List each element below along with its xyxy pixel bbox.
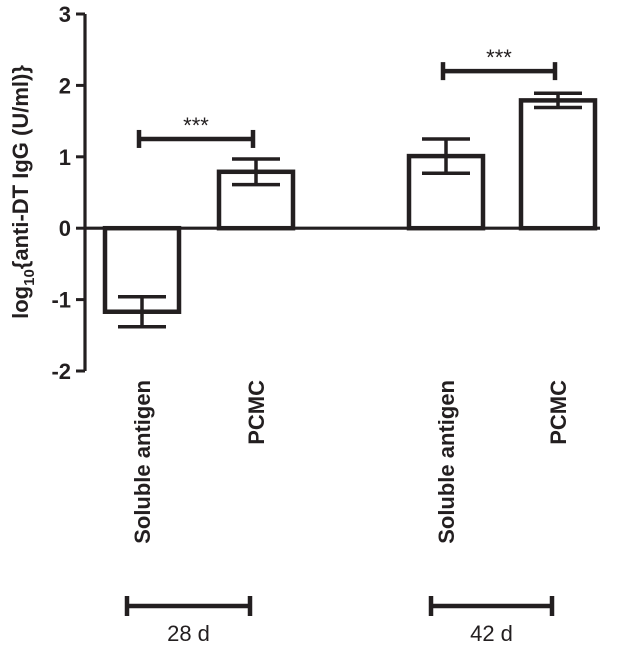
group-brackets: 28 d 42 d (124, 596, 555, 646)
y-ticks: -2 -1 0 1 2 3 (51, 2, 85, 384)
category-label-3: PCMC (546, 380, 571, 445)
category-label-1: PCMC (244, 380, 269, 445)
significance-brackets: *** *** (136, 45, 558, 148)
category-label-0: Soluble antigen (130, 380, 155, 544)
bars (102, 98, 598, 314)
error-bars (118, 91, 582, 329)
sig-label-1: *** (486, 45, 512, 70)
y-tick-label-5: 3 (59, 2, 71, 27)
y-axis-label: log10{anti-DT IgG (U/ml)} (8, 65, 38, 319)
group-label-1: 42 d (470, 621, 513, 646)
y-tick-label-3: 1 (59, 145, 71, 170)
category-labels: Soluble antigen PCMC Soluble antigen PCMC (130, 380, 571, 544)
bar-3 (518, 98, 598, 231)
group-label-0: 28 d (167, 621, 210, 646)
sig-label-0: *** (183, 113, 209, 138)
y-tick-label-4: 2 (59, 73, 71, 98)
y-tick-label-0: -2 (51, 359, 71, 384)
y-tick-label-2: 0 (59, 216, 71, 241)
y-axis-label-subscript: 10 (21, 269, 38, 286)
category-label-2: Soluble antigen (434, 380, 459, 544)
y-tick-label-1: -1 (51, 288, 71, 313)
y-axis-label-rest: {anti-DT IgG (U/ml)} (8, 65, 33, 270)
y-axis-label-main: log (8, 286, 33, 319)
